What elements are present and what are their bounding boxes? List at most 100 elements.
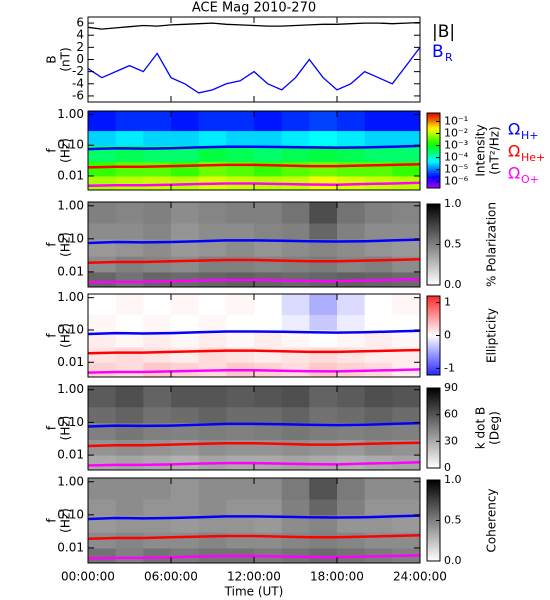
heatmap-cell — [171, 145, 200, 162]
heatmap-cell — [115, 130, 144, 146]
frequency-line — [87, 421, 421, 428]
heatmap-cell — [198, 346, 227, 363]
frequency-line — [87, 258, 421, 264]
legend-label: Ω — [508, 164, 520, 183]
heatmap-cell — [115, 202, 144, 224]
heatmap-cell — [364, 202, 393, 224]
heatmap-cell — [392, 111, 421, 132]
heatmap-cell — [88, 478, 117, 500]
heatmap-cell — [281, 130, 310, 146]
y-axis-label: B — [45, 55, 59, 63]
heatmap-cell — [115, 439, 144, 456]
colorbar-tick-label: 0.0 — [444, 278, 462, 291]
heatmap-cell — [392, 238, 421, 257]
heatmap-cell — [309, 499, 338, 516]
heatmap-cell — [337, 223, 366, 240]
y-tick-label: 0.10 — [57, 231, 84, 245]
y-axis-label: (Hz) — [59, 232, 73, 257]
heatmap-cell — [198, 238, 227, 257]
heatmap-cell — [115, 271, 144, 288]
heatmap-cell — [392, 130, 421, 146]
heatmap-cell — [281, 422, 310, 441]
heatmap-cell — [309, 547, 338, 564]
heatmap-cell — [171, 499, 200, 516]
y-axis-label: f — [45, 425, 59, 430]
heatmap-cell — [281, 314, 310, 331]
heatmap-cell — [143, 111, 172, 132]
x-tick-label: 18:00:00 — [310, 570, 364, 584]
heatmap-cell — [171, 294, 200, 316]
heatmap-cell — [309, 145, 338, 162]
heatmap-cell — [337, 532, 366, 549]
heatmap-cell — [254, 478, 283, 500]
legend-subscript: He+ — [521, 151, 545, 164]
heatmap-cell — [364, 238, 393, 257]
y-axis-label: (Hz) — [59, 138, 73, 163]
heatmap-cell — [364, 130, 393, 146]
colorbar-tick-label: 10⁻⁶ — [444, 175, 469, 188]
y-tick-label: 0.10 — [57, 138, 84, 152]
heatmap-cell — [88, 130, 117, 146]
heatmap-cell — [254, 422, 283, 441]
heatmap-cell — [309, 329, 338, 348]
heatmap-cell — [226, 256, 255, 273]
heatmap-cell — [364, 161, 393, 177]
heatmap-cell — [115, 406, 144, 423]
heatmap-cell — [143, 499, 172, 516]
x-tick-label: 06:00:00 — [144, 570, 198, 584]
heatmap-cell — [337, 499, 366, 516]
heatmap-cell — [226, 111, 255, 132]
heatmap-cell — [337, 422, 366, 441]
heatmap-cell — [254, 386, 283, 408]
y-tick-label: 0.10 — [57, 507, 84, 521]
heatmap-cell — [143, 175, 172, 191]
heatmap-cell — [364, 294, 393, 316]
heatmap-cell — [309, 455, 338, 471]
heatmap-cell — [392, 329, 421, 348]
heatmap-cell — [309, 362, 338, 378]
heatmap-cell — [392, 386, 421, 408]
heatmap-cell — [88, 362, 117, 378]
heatmap-cell — [115, 547, 144, 564]
heatmap-cell — [254, 223, 283, 240]
heatmap-cell — [88, 202, 117, 224]
heatmap-cell — [281, 223, 310, 240]
heatmap-cell — [226, 130, 255, 146]
frequency-line — [87, 181, 421, 188]
heatmap-cell — [88, 314, 117, 331]
heatmap-cell — [364, 329, 393, 348]
legend-label: Ω — [508, 142, 520, 161]
heatmap-cell — [143, 386, 172, 408]
heatmap-cell — [364, 422, 393, 441]
heatmap-cell — [392, 406, 421, 423]
y-tick-label: 6 — [76, 16, 84, 30]
heatmap-cell — [226, 346, 255, 363]
legend-subscript: R — [445, 51, 453, 64]
heatmap-cell — [171, 238, 200, 257]
x-axis-label: Time (UT) — [224, 585, 284, 599]
heatmap-cell — [198, 422, 227, 441]
heatmap-cell — [281, 514, 310, 533]
x-tick-label: 12:00:00 — [227, 570, 281, 584]
y-tick-label: 1.00 — [57, 474, 84, 488]
heatmap-cell — [198, 161, 227, 177]
heatmap-cell — [226, 202, 255, 224]
y-tick-label: 0.10 — [57, 322, 84, 336]
colorbar-tick-label: 10⁻⁴ — [444, 151, 469, 164]
heatmap-cell — [171, 532, 200, 549]
heatmap-cell — [115, 314, 144, 331]
heatmap-cell — [88, 271, 117, 288]
colorbar-tick-label: 0.5 — [444, 514, 462, 527]
colorbar-label: Intensity — [474, 124, 488, 176]
heatmap-cell — [254, 145, 283, 162]
heatmap-cell — [337, 130, 366, 146]
heatmap-cell — [198, 111, 227, 132]
heatmap-cell — [281, 532, 310, 549]
frequency-line — [87, 278, 421, 284]
heatmap-cell — [198, 532, 227, 549]
heatmap-cell — [337, 386, 366, 408]
heatmap-cell — [88, 547, 117, 564]
heatmap-cell — [226, 145, 255, 162]
heatmap-cell — [309, 439, 338, 456]
